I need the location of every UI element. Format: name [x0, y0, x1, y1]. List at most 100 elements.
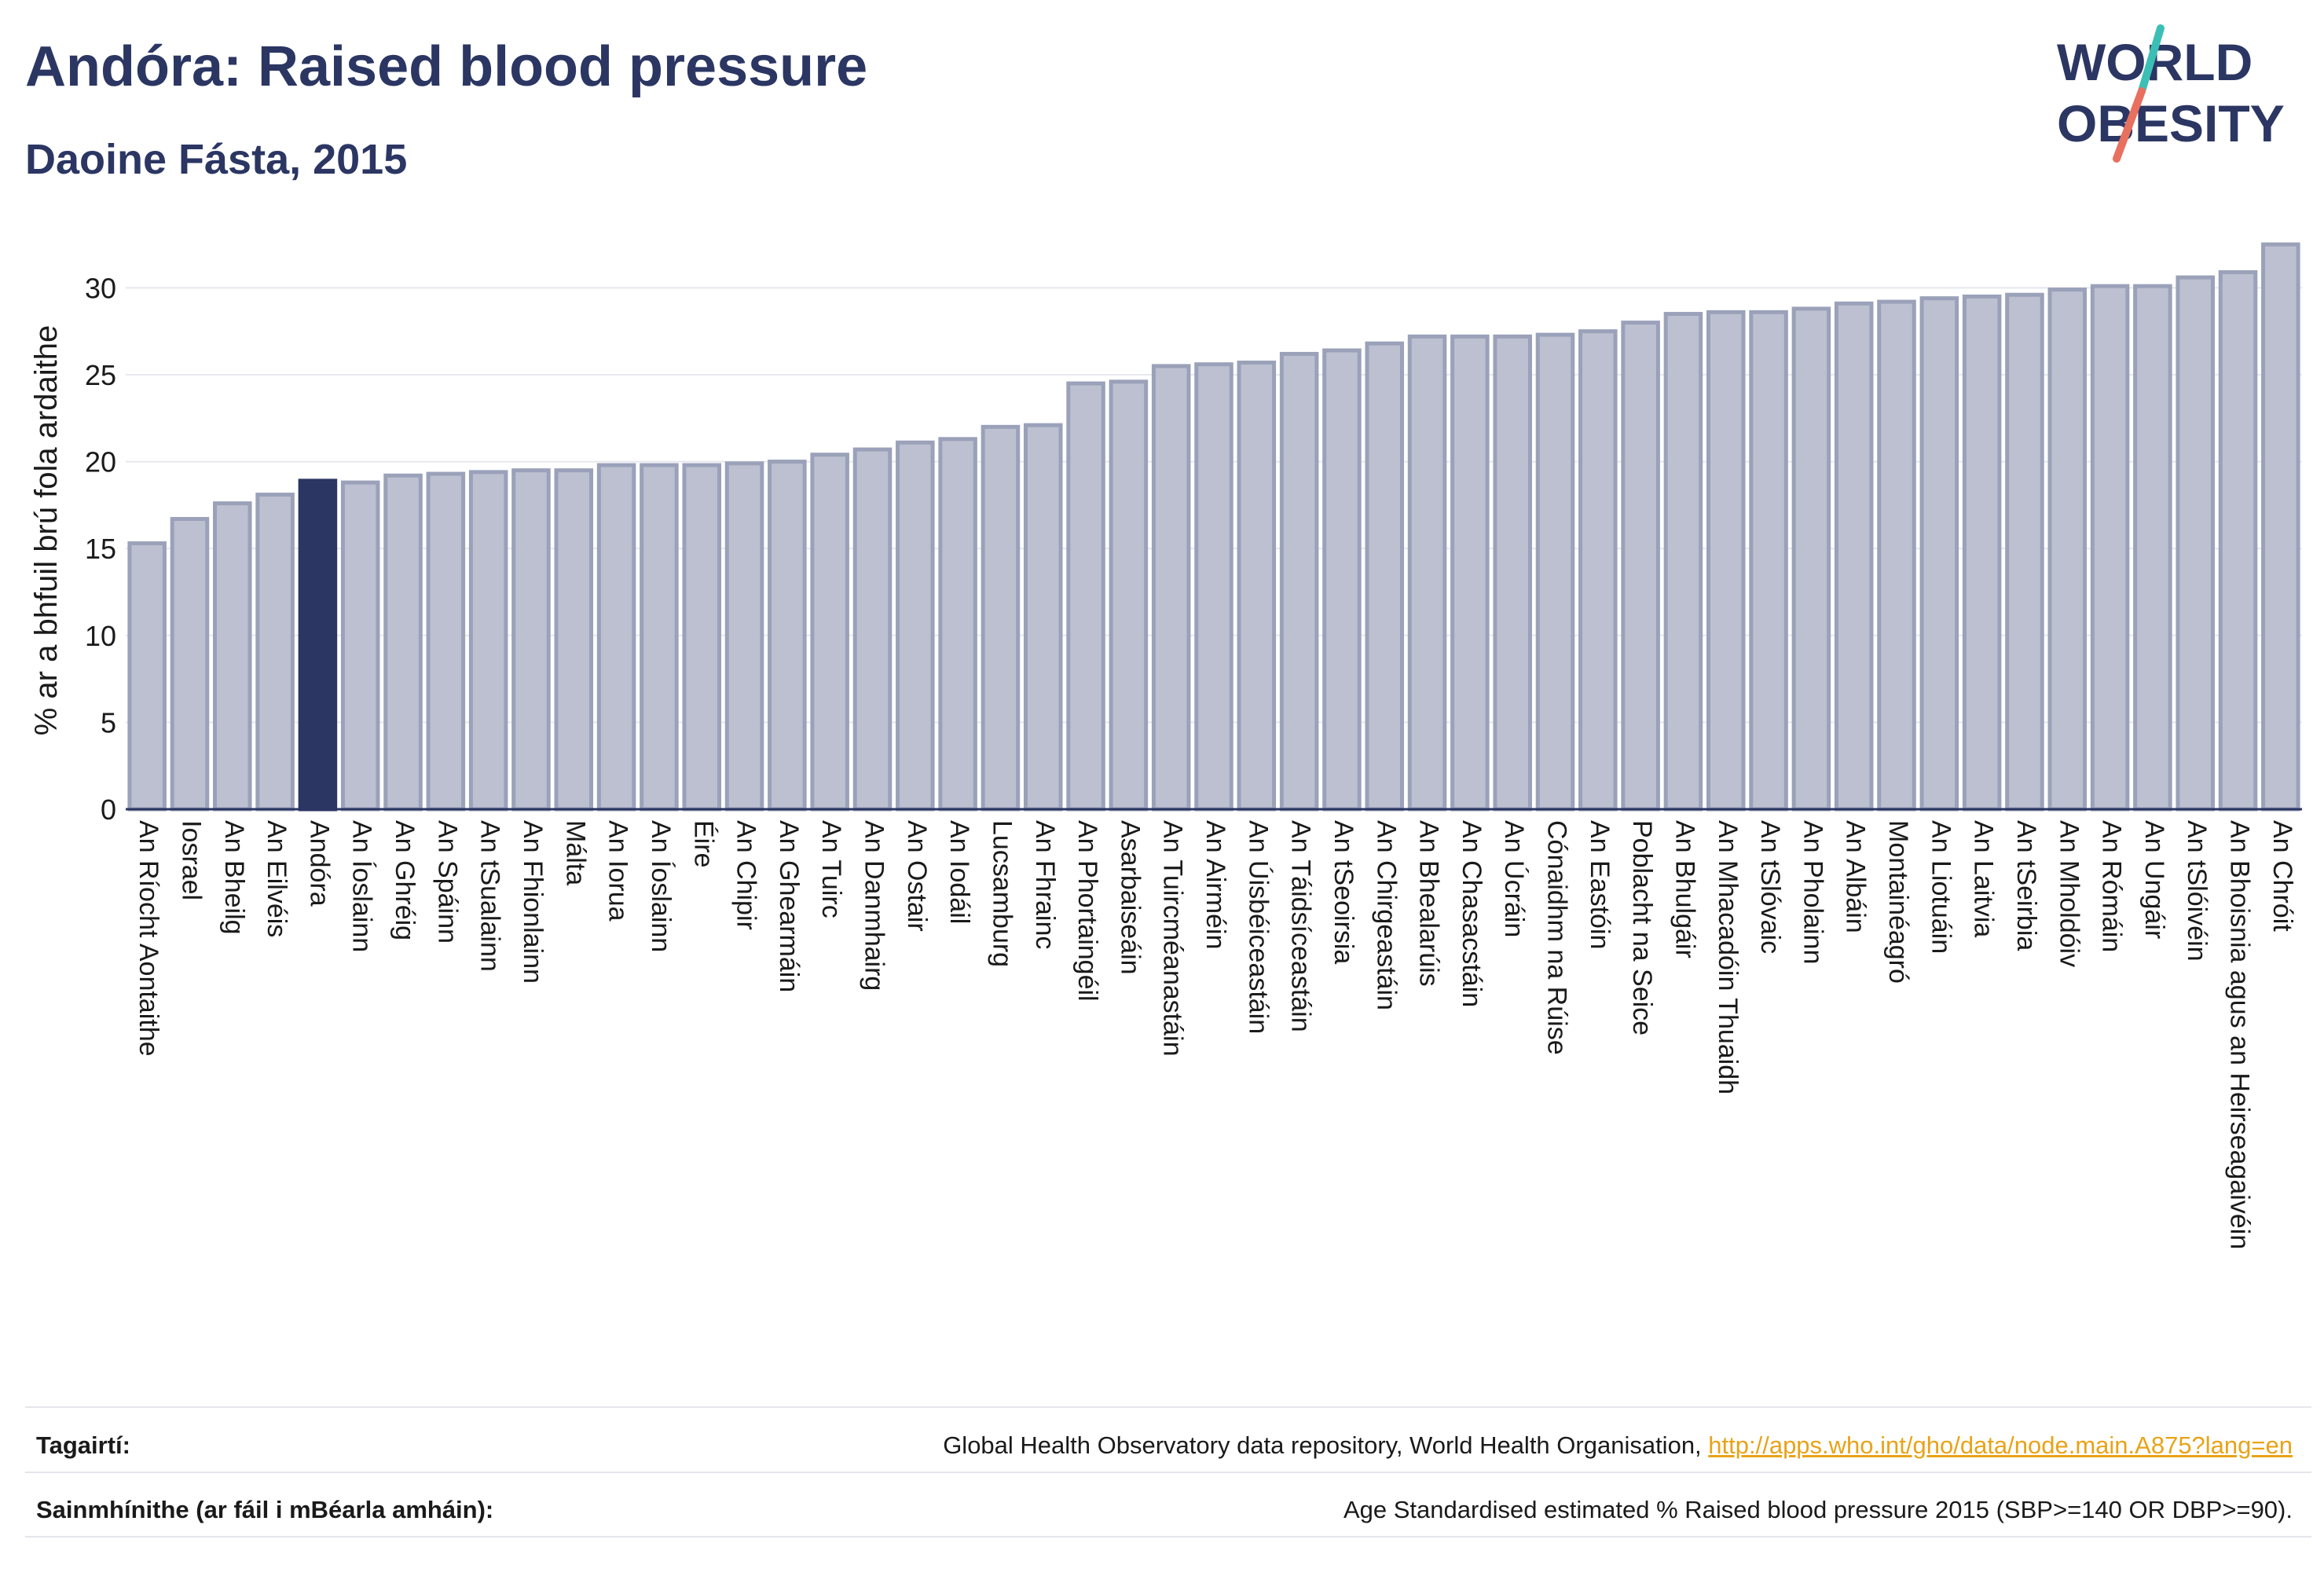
x-tick-label: An Chróit	[2267, 820, 2297, 932]
bar	[810, 453, 849, 812]
y-tick-label: 0	[101, 793, 116, 826]
x-tick-label: An Chipir	[731, 820, 761, 930]
bar	[213, 501, 252, 812]
x-tick-label: An Mhacadóin Thuaidh	[1713, 820, 1743, 1094]
x-tick-label: An Bhealarúis	[1414, 820, 1444, 987]
bar	[340, 480, 380, 812]
x-tick-label: An Iodáil	[944, 820, 974, 924]
bar	[1834, 301, 1874, 812]
bar	[1322, 348, 1362, 812]
bar	[640, 463, 679, 812]
x-tick-labels: An Ríocht Aontaithe Iosrael An Bheilg An Ei…	[134, 820, 2297, 1249]
footer-divider-bottom	[25, 1536, 2311, 1538]
x-tick-label: An Liotuáin	[1926, 820, 1956, 954]
y-tick-label: 30	[85, 272, 116, 304]
bar	[1237, 360, 1277, 812]
x-tick-label: An Íoslainn	[646, 820, 676, 952]
bar	[2176, 275, 2215, 812]
x-tick-label: An Tuirc	[816, 820, 846, 918]
bar	[2005, 292, 2044, 812]
bar	[426, 471, 466, 812]
x-tick-label: An Bhoisnia agus an Heirseagaivéin	[2225, 820, 2255, 1249]
bar	[1578, 329, 1618, 812]
y-tick-label: 10	[85, 620, 116, 652]
bar	[1962, 294, 2002, 812]
bar	[938, 437, 977, 812]
world-obesity-logo: WORLD OBESITY	[2057, 24, 2285, 163]
bar	[981, 424, 1021, 812]
bar	[1621, 321, 1660, 812]
x-tick-label: An Eilvéis	[262, 820, 291, 937]
bar	[852, 447, 893, 812]
x-tick-label: An Pholainn	[1798, 820, 1827, 964]
bar-highlight	[298, 478, 338, 812]
bar	[1535, 332, 1575, 812]
bar	[1066, 381, 1105, 812]
bar	[468, 470, 508, 812]
references-text: Global Health Observatory data repositor…	[943, 1431, 1709, 1459]
x-tick-label: An Tuircméanastáin	[1158, 820, 1188, 1057]
x-tick-label: An Ghearmáin	[774, 820, 804, 992]
x-tick-label: Montainéagró	[1883, 820, 1913, 984]
x-tick-label: Asarbaiseáin	[1115, 820, 1145, 975]
chart-title: Andóra: Raised blood pressure	[25, 35, 868, 98]
references-link[interactable]: http://apps.who.int/gho/data/node.main.A…	[1708, 1431, 2293, 1459]
y-tick-label: 15	[85, 533, 116, 565]
bar	[1663, 312, 1703, 812]
bar	[896, 440, 935, 812]
bar	[2090, 284, 2130, 812]
x-tick-label: An tSlóvaic	[1755, 820, 1785, 954]
bar	[2133, 284, 2172, 812]
bar	[127, 541, 167, 812]
x-tick-label: An Úcráin	[1499, 820, 1529, 937]
y-axis-label: % ar a bhfuil brú fola ardaithe	[29, 325, 64, 736]
x-tick-label: An Airméin	[1200, 820, 1230, 949]
bar	[255, 493, 295, 812]
x-tick-label: Lucsamburg	[987, 820, 1017, 967]
x-tick-label: An Laitvia	[1969, 820, 1999, 937]
x-tick-label: An Mholdóiv	[2054, 820, 2084, 967]
logo-slash-teal	[2138, 24, 2165, 95]
references-value: Global Health Observatory data repositor…	[943, 1431, 2293, 1460]
bar	[1365, 341, 1405, 812]
x-tick-label: Málta	[560, 820, 590, 885]
x-tick-label: An tSeirbia	[2011, 820, 2041, 951]
x-tick-label: An Táidsíceastáin	[1286, 820, 1316, 1032]
chart-subtitle: Daoine Fásta, 2015	[25, 136, 408, 183]
x-tick-label: An Eastóin	[1585, 820, 1615, 949]
bar	[2261, 242, 2300, 812]
bars	[127, 242, 2300, 812]
x-tick-label: An Ungáir	[2139, 820, 2169, 939]
bar	[1706, 310, 1746, 812]
definitions-text: Age Standardised estimated % Raised bloo…	[1343, 1496, 2293, 1523]
x-tick-label: An tSlóivéin	[2182, 820, 2212, 962]
x-tick-label: Poblacht na Seice	[1627, 820, 1657, 1035]
x-tick-label: An Bhulgáir	[1670, 820, 1699, 958]
bar	[1407, 334, 1447, 812]
bar	[383, 473, 423, 812]
x-tick-label: An Iorua	[603, 820, 633, 922]
y-tick-label: 25	[85, 359, 116, 391]
bar	[596, 463, 636, 812]
y-tick-label: 5	[101, 706, 116, 739]
bar	[554, 468, 594, 812]
x-tick-label: An Bheilg	[219, 820, 249, 935]
x-tick-label: An Ríocht Aontaithe	[134, 820, 163, 1057]
bar	[724, 461, 764, 812]
x-tick-label: An Rómáin	[2097, 820, 2127, 952]
x-tick-label: An Fhrainc	[1030, 820, 1060, 949]
logo-slash-red	[2113, 87, 2146, 163]
bar	[2218, 269, 2258, 812]
bar	[1919, 296, 1959, 812]
x-tick-label: An Danmhairg	[860, 820, 889, 991]
x-tick-label: An Phortaingéil	[1072, 820, 1102, 1002]
y-tick-labels: 0 5 10 15 20 25 30	[85, 272, 116, 826]
bar	[1749, 310, 1788, 812]
bar	[1791, 306, 1831, 812]
footer-divider-middle	[25, 1472, 2311, 1473]
bar	[1493, 334, 1532, 812]
bar	[170, 517, 210, 812]
x-tick-label: Cónaidhm na Rúise	[1542, 820, 1572, 1055]
x-tick-label: An Albáin	[1841, 820, 1871, 933]
